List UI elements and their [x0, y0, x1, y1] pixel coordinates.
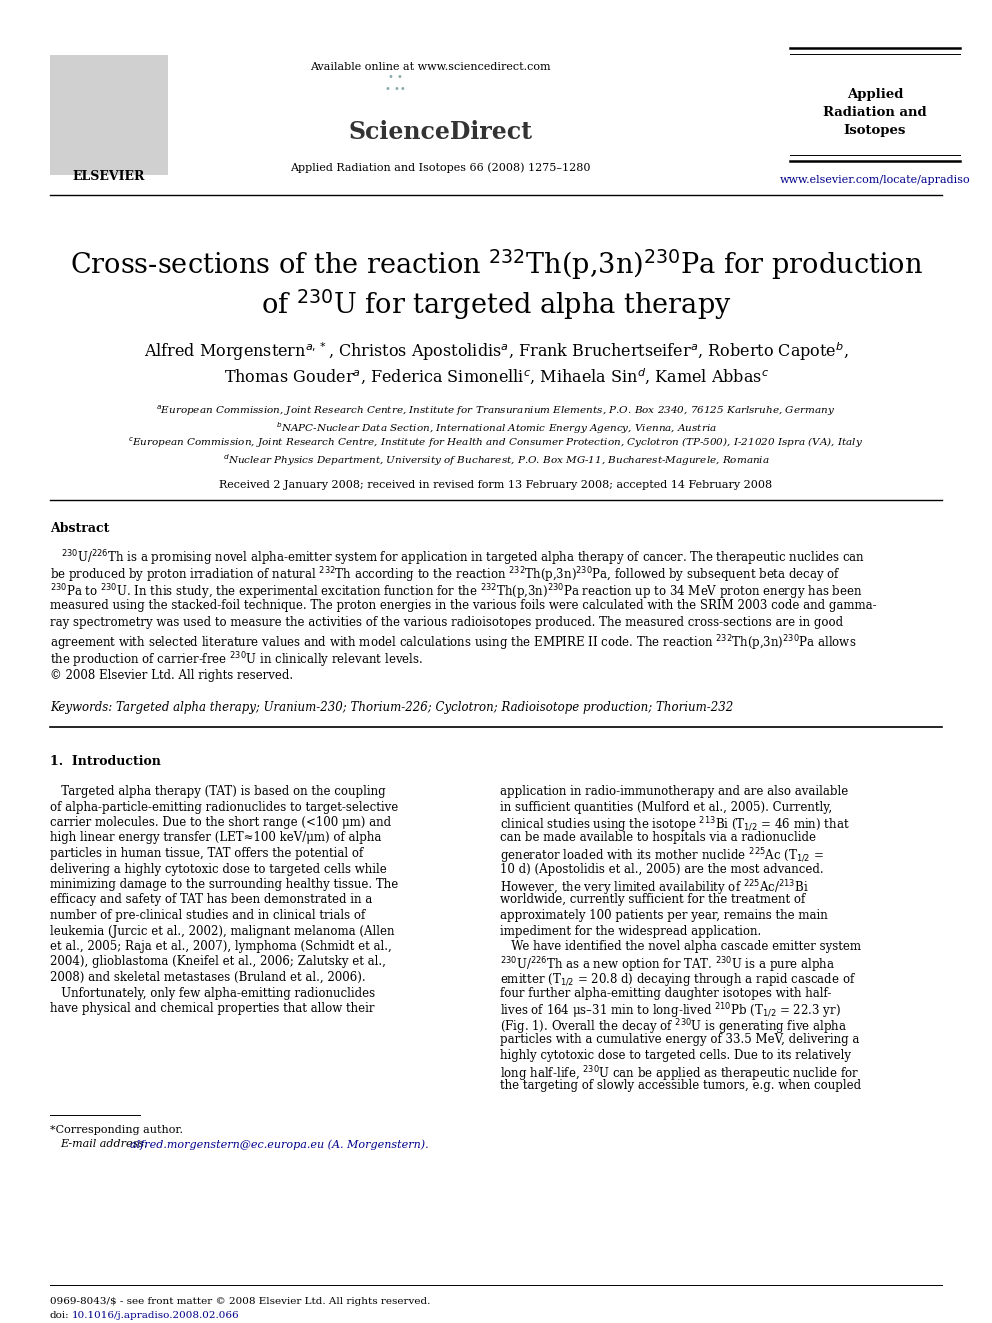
- Text: four further alpha-emitting daughter isotopes with half-: four further alpha-emitting daughter iso…: [500, 987, 831, 999]
- Text: Applied
Radiation and
Isotopes: Applied Radiation and Isotopes: [823, 89, 927, 138]
- Text: clinical studies using the isotope $^{213}$Bi (T$_{1/2}$ = 46 min) that: clinical studies using the isotope $^{21…: [500, 816, 850, 835]
- Text: $^{230}$U/$^{226}$Th as a new option for TAT. $^{230}$U is a pure alpha: $^{230}$U/$^{226}$Th as a new option for…: [500, 955, 835, 975]
- Text: 2004), glioblastoma (Kneifel et al., 2006; Zalutsky et al.,: 2004), glioblastoma (Kneifel et al., 200…: [50, 955, 386, 968]
- Text: have physical and chemical properties that allow their: have physical and chemical properties th…: [50, 1002, 375, 1015]
- Text: $^{a}$European Commission, Joint Research Centre, Institute for Transuranium Ele: $^{a}$European Commission, Joint Researc…: [157, 404, 835, 418]
- Text: $^{230}$U/$^{226}$Th is a promising novel alpha-emitter system for application i: $^{230}$U/$^{226}$Th is a promising nove…: [50, 548, 865, 568]
- Text: lives of 164 μs–31 min to long-lived $^{210}$Pb (T$_{1/2}$ = 22.3 yr): lives of 164 μs–31 min to long-lived $^{…: [500, 1002, 841, 1021]
- Text: $^{d}$Nuclear Physics Department, University of Bucharest, P.O. Box MG-11, Bucha: $^{d}$Nuclear Physics Department, Univer…: [222, 452, 770, 468]
- Text: • •
• ••: • • • ••: [385, 71, 406, 94]
- Text: doi:: doi:: [50, 1311, 69, 1320]
- Text: ELSEVIER: ELSEVIER: [72, 169, 145, 183]
- Text: of $^{230}$U for targeted alpha therapy: of $^{230}$U for targeted alpha therapy: [261, 288, 731, 323]
- Text: minimizing damage to the surrounding healthy tissue. The: minimizing damage to the surrounding hea…: [50, 878, 398, 890]
- Text: However, the very limited availability of $^{225}$Ac/$^{213}$Bi: However, the very limited availability o…: [500, 878, 808, 897]
- Text: impediment for the widespread application.: impediment for the widespread applicatio…: [500, 925, 761, 938]
- Text: number of pre-clinical studies and in clinical trials of: number of pre-clinical studies and in cl…: [50, 909, 365, 922]
- Text: Received 2 January 2008; received in revised form 13 February 2008; accepted 14 : Received 2 January 2008; received in rev…: [219, 480, 773, 490]
- Text: in sufficient quantities (Mulford et al., 2005). Currently,: in sufficient quantities (Mulford et al.…: [500, 800, 832, 814]
- Text: Alfred Morgenstern$^{a,*}$, Christos Apostolidis$^{a}$, Frank Bruchertseifer$^{a: Alfred Morgenstern$^{a,*}$, Christos Apo…: [144, 340, 848, 363]
- Text: application in radio-immunotherapy and are also available: application in radio-immunotherapy and a…: [500, 785, 848, 798]
- Text: be produced by proton irradiation of natural $^{232}$Th according to the reactio: be produced by proton irradiation of nat…: [50, 565, 841, 585]
- Text: Thomas Gouder$^{a}$, Federica Simonelli$^{c}$, Mihaela Sin$^{d}$, Kamel Abbas$^{: Thomas Gouder$^{a}$, Federica Simonelli$…: [223, 366, 769, 388]
- Bar: [50, 56, 168, 175]
- Text: leukemia (Jurcic et al., 2002), malignant melanoma (Allen: leukemia (Jurcic et al., 2002), malignan…: [50, 925, 395, 938]
- Text: generator loaded with its mother nuclide $^{225}$Ac (T$_{1/2}$ =: generator loaded with its mother nuclide…: [500, 847, 824, 867]
- Text: efficacy and safety of TAT has been demonstrated in a: efficacy and safety of TAT has been demo…: [50, 893, 372, 906]
- Text: worldwide, currently sufficient for the treatment of: worldwide, currently sufficient for the …: [500, 893, 806, 906]
- Text: ScienceDirect: ScienceDirect: [348, 120, 532, 144]
- Text: Keywords: Targeted alpha therapy; Uranium-230; Thorium-226; Cyclotron; Radioisot: Keywords: Targeted alpha therapy; Uraniu…: [50, 701, 733, 714]
- Text: the targeting of slowly accessible tumors, e.g. when coupled: the targeting of slowly accessible tumor…: [500, 1080, 861, 1093]
- Text: E-mail address:: E-mail address:: [60, 1139, 152, 1148]
- Text: of alpha-particle-emitting radionuclides to target-selective: of alpha-particle-emitting radionuclides…: [50, 800, 398, 814]
- Text: Unfortunately, only few alpha-emitting radionuclides: Unfortunately, only few alpha-emitting r…: [50, 987, 375, 999]
- Text: 1.  Introduction: 1. Introduction: [50, 755, 161, 767]
- Text: emitter (T$_{1/2}$ = 20.8 d) decaying through a rapid cascade of: emitter (T$_{1/2}$ = 20.8 d) decaying th…: [500, 971, 856, 987]
- Text: 10.1016/j.apradiso.2008.02.066: 10.1016/j.apradiso.2008.02.066: [72, 1311, 240, 1320]
- Text: et al., 2005; Raja et al., 2007), lymphoma (Schmidt et al.,: et al., 2005; Raja et al., 2007), lympho…: [50, 941, 392, 953]
- Text: carrier molecules. Due to the short range (<100 μm) and: carrier molecules. Due to the short rang…: [50, 816, 391, 830]
- Text: alfred.morgenstern@ec.europa.eu (A. Morgenstern).: alfred.morgenstern@ec.europa.eu (A. Morg…: [130, 1139, 429, 1150]
- Text: 10 d) (Apostolidis et al., 2005) are the most advanced.: 10 d) (Apostolidis et al., 2005) are the…: [500, 863, 823, 876]
- Text: $^{c}$European Commission, Joint Research Centre, Institute for Health and Consu: $^{c}$European Commission, Joint Researc…: [129, 437, 863, 450]
- Text: particles with a cumulative energy of 33.5 MeV, delivering a: particles with a cumulative energy of 33…: [500, 1033, 859, 1046]
- Text: 0969-8043/$ - see front matter © 2008 Elsevier Ltd. All rights reserved.: 0969-8043/$ - see front matter © 2008 El…: [50, 1297, 431, 1306]
- Text: $^{230}$Pa to $^{230}$U. In this study, the experimental excitation function for: $^{230}$Pa to $^{230}$U. In this study, …: [50, 582, 862, 602]
- Text: delivering a highly cytotoxic dose to targeted cells while: delivering a highly cytotoxic dose to ta…: [50, 863, 387, 876]
- Text: (Fig. 1). Overall the decay of $^{230}$U is generating five alpha: (Fig. 1). Overall the decay of $^{230}$U…: [500, 1017, 847, 1037]
- Text: *Corresponding author.: *Corresponding author.: [50, 1125, 183, 1135]
- Text: Cross-sections of the reaction $^{232}$Th(p,3n)$^{230}$Pa for production: Cross-sections of the reaction $^{232}$T…: [69, 247, 923, 283]
- Text: Abstract: Abstract: [50, 523, 109, 534]
- Text: the production of carrier-free $^{230}$U in clinically relevant levels.: the production of carrier-free $^{230}$U…: [50, 650, 423, 669]
- Text: can be made available to hospitals via a radionuclide: can be made available to hospitals via a…: [500, 831, 816, 844]
- Text: measured using the stacked-foil technique. The proton energies in the various fo: measured using the stacked-foil techniqu…: [50, 599, 877, 613]
- Text: ray spectrometry was used to measure the activities of the various radioisotopes: ray spectrometry was used to measure the…: [50, 617, 843, 628]
- Text: Targeted alpha therapy (TAT) is based on the coupling: Targeted alpha therapy (TAT) is based on…: [50, 785, 386, 798]
- Text: approximately 100 patients per year, remains the main: approximately 100 patients per year, rem…: [500, 909, 827, 922]
- Text: 2008) and skeletal metastases (Bruland et al., 2006).: 2008) and skeletal metastases (Bruland e…: [50, 971, 366, 984]
- Text: highly cytotoxic dose to targeted cells. Due to its relatively: highly cytotoxic dose to targeted cells.…: [500, 1049, 851, 1061]
- Text: © 2008 Elsevier Ltd. All rights reserved.: © 2008 Elsevier Ltd. All rights reserved…: [50, 669, 293, 681]
- Text: Applied Radiation and Isotopes 66 (2008) 1275–1280: Applied Radiation and Isotopes 66 (2008)…: [290, 161, 590, 172]
- Text: high linear energy transfer (LET≈100 keV/μm) of alpha: high linear energy transfer (LET≈100 keV…: [50, 831, 381, 844]
- Text: Available online at www.sciencedirect.com: Available online at www.sciencedirect.co…: [310, 62, 551, 71]
- Text: long half-life, $^{230}$U can be applied as therapeutic nuclide for: long half-life, $^{230}$U can be applied…: [500, 1064, 859, 1084]
- Text: agreement with selected literature values and with model calculations using the : agreement with selected literature value…: [50, 632, 856, 652]
- Text: www.elsevier.com/locate/apradiso: www.elsevier.com/locate/apradiso: [780, 175, 970, 185]
- Text: particles in human tissue, TAT offers the potential of: particles in human tissue, TAT offers th…: [50, 847, 363, 860]
- Text: $^{b}$NAPC-Nuclear Data Section, International Atomic Energy Agency, Vienna, Aus: $^{b}$NAPC-Nuclear Data Section, Interna…: [276, 419, 716, 435]
- Text: We have identified the novel alpha cascade emitter system: We have identified the novel alpha casca…: [500, 941, 861, 953]
